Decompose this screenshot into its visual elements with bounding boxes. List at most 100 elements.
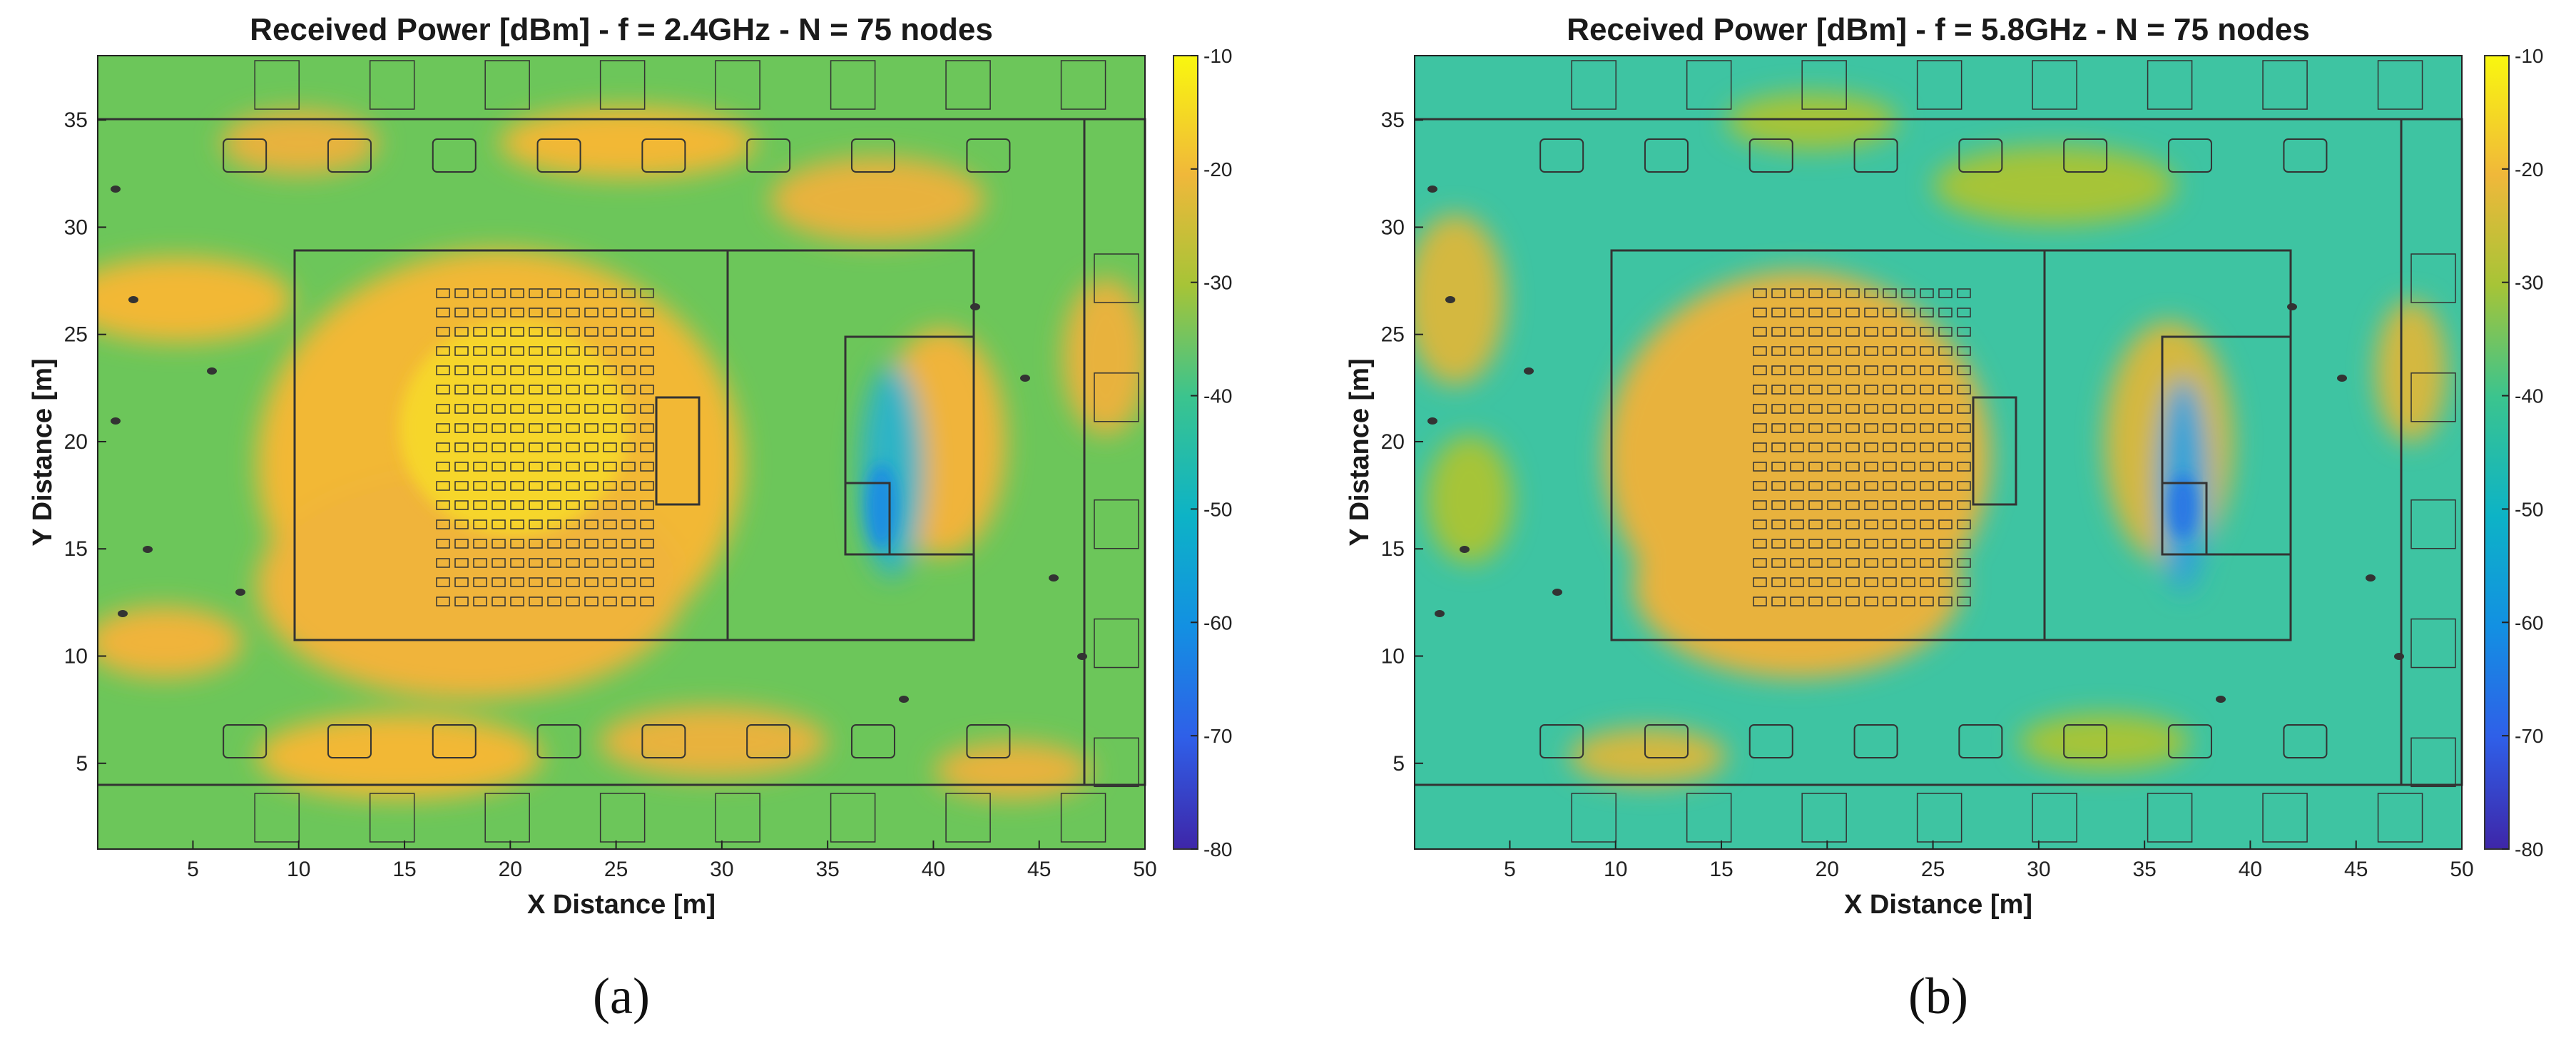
seat-symbol [1938,308,1953,318]
seat-symbol [436,596,450,606]
seat-symbol [1771,462,1786,472]
seat-symbol [1883,404,1897,414]
seating-grid [1753,288,1971,606]
y-tick-label: 20 [64,430,88,454]
cabinet-symbol [1094,737,1139,788]
cabinet-symbol [2147,60,2193,110]
node-marker [1524,367,1534,375]
seat-symbol [1790,558,1804,568]
seat-symbol [492,404,506,414]
seat-symbol [640,404,654,414]
seat-symbol [1808,596,1823,606]
table-symbol [2063,724,2108,758]
seat-symbol [1901,596,1915,606]
x-tick-label: 25 [1921,858,1945,881]
seat-symbol [473,308,487,318]
seat-symbol [547,596,561,606]
chart-title: Received Power [dBm] - f = 5.8GHz - N = … [1567,12,2310,47]
seat-symbol [454,365,469,375]
seat-symbol [1753,327,1767,337]
seat-symbol [1790,308,1804,318]
seat-symbol [1883,442,1897,452]
seat-symbol [603,462,617,472]
seat-symbol [621,423,636,433]
seat-symbol [1771,577,1786,587]
cabinet-symbol [2410,372,2456,422]
seat-symbol [603,308,617,318]
seat-symbol [1957,346,1971,356]
node-marker [2366,574,2376,582]
seat-symbol [1883,519,1897,529]
seat-symbol [1808,385,1823,395]
seat-symbol [1920,308,1934,318]
seat-symbol [547,346,561,356]
seat-symbol [1846,481,1860,491]
x-axis: 5 10 15 20 25 30 35 40 45 50 [187,841,1157,881]
seat-symbol [640,442,654,452]
seat-symbol [1920,500,1934,510]
seat-symbol [1771,500,1786,510]
cabinet-symbol [2410,618,2456,669]
seat-symbol [1827,385,1841,395]
seat-symbol [1864,288,1878,298]
seat-symbol [1883,500,1897,510]
colorbar-ticks: -10 -20 -30 -40 -50 -60 -70 -80 [1191,45,1232,860]
seat-symbol [454,423,469,433]
seat-symbol [1864,308,1878,318]
seat-symbol [566,327,580,337]
seat-symbol [603,327,617,337]
seat-symbol [473,385,487,395]
seat-symbol [1938,539,1953,549]
seat-symbol [454,596,469,606]
seat-symbol [510,385,524,395]
seat-symbol [436,308,450,318]
seat-symbol [1827,558,1841,568]
seat-symbol [492,346,506,356]
seat-symbol [584,481,599,491]
seat-symbol [640,539,654,549]
seat-symbol [1827,346,1841,356]
seat-symbol [566,577,580,587]
y-tick-label: 10 [1381,645,1405,669]
seat-symbol [436,346,450,356]
node-marker [2337,375,2347,382]
seat-symbol [436,462,450,472]
node-marker [970,303,980,310]
seat-symbol [436,288,450,298]
seat-symbol [621,288,636,298]
table-symbol [2283,724,2328,758]
y-tick-label: 5 [76,752,88,776]
seat-symbol [510,423,524,433]
seat-symbol [1864,423,1878,433]
seat-symbol [1790,404,1804,414]
seat-symbol [566,462,580,472]
table-symbol [1539,724,1584,758]
x-tick-label: 25 [604,858,628,881]
seat-symbol [1827,519,1841,529]
cabinet-symbol [484,793,530,843]
seat-symbol [1957,519,1971,529]
seat-symbol [621,327,636,337]
colorbar-tick-label: -10 [1203,45,1232,67]
seat-symbol [1771,365,1786,375]
table-symbol [641,724,686,758]
colorbar-tick-label: -50 [2515,498,2543,520]
seat-symbol [454,558,469,568]
colorbar-tick-label: -20 [2515,158,2543,181]
heatmap-area [1415,56,2463,849]
seat-symbol [529,365,543,375]
cabinet-symbol [1686,60,1732,110]
seat-symbol [1883,327,1897,337]
seat-symbol [1753,288,1767,298]
node-marker [118,610,128,617]
seat-symbol [1957,423,1971,433]
seat-symbol [492,308,506,318]
cabinet-symbol [830,60,876,110]
seat-symbol [1920,539,1934,549]
seat-symbol [621,481,636,491]
seat-symbol [566,442,580,452]
floor-plan-overlay [1415,118,2463,786]
seat-symbol [454,442,469,452]
cabinet-symbol [1094,499,1139,549]
seat-symbol [1864,365,1878,375]
